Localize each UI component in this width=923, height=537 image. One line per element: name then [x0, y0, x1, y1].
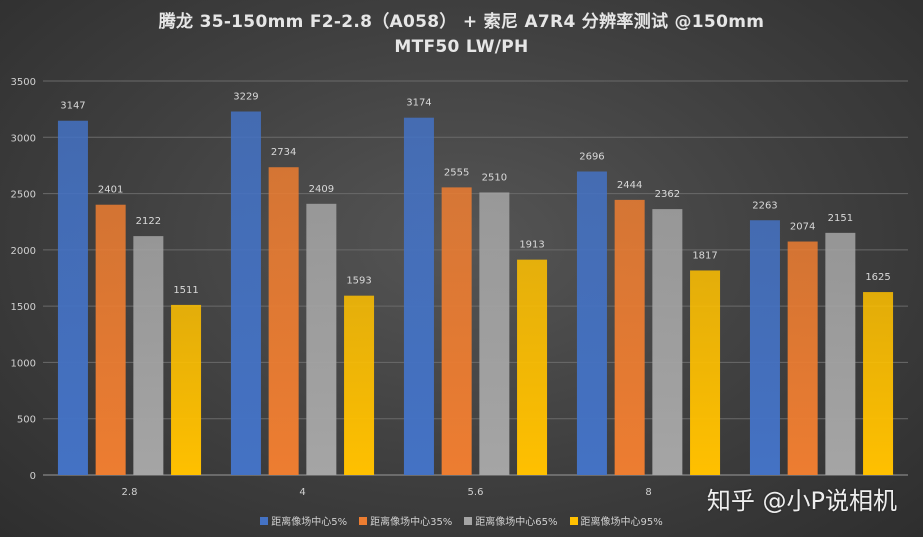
data-label: 2696: [579, 152, 604, 163]
legend-label: 距离像场中心65%: [475, 517, 558, 528]
y-tick-label: 500: [17, 415, 36, 426]
legend-swatch: [359, 516, 368, 525]
bar: [690, 270, 721, 475]
legend-swatch: [569, 516, 578, 525]
data-label: 2362: [655, 189, 680, 200]
x-tick-label: 2.8: [122, 487, 138, 498]
legend-item: 距离像场中心95%: [569, 513, 663, 528]
data-label: 2122: [136, 216, 161, 227]
bar: [441, 187, 472, 475]
data-label: 2555: [444, 167, 469, 178]
legend-item: 距离像场中心35%: [359, 513, 452, 528]
legend-item: 距离像场中心5%: [260, 513, 347, 528]
bar: [479, 192, 510, 475]
bar: [133, 236, 164, 475]
legend-swatch: [464, 516, 473, 525]
x-tick-label: 4: [299, 487, 305, 498]
bar: [576, 171, 607, 475]
bar: [863, 292, 894, 475]
bar: [749, 220, 780, 475]
y-tick-label: 1500: [11, 302, 36, 313]
chart-title: 腾龙 35-150mm F2-2.8（A058） + 索尼 A7R4 分辨率测试…: [0, 10, 923, 60]
legend-label: 距离像场中心5%: [271, 517, 348, 528]
x-tick-label: 8: [645, 487, 651, 498]
bar: [171, 304, 202, 475]
bar: [95, 204, 126, 475]
bar: [306, 203, 337, 475]
y-tick-label: 1000: [11, 358, 36, 369]
data-label: 1593: [346, 276, 371, 287]
bar: [230, 111, 261, 475]
data-label: 1625: [865, 272, 890, 283]
data-label: 2151: [828, 213, 853, 224]
legend-item: 距离像场中心65%: [464, 513, 558, 528]
chart-subtitle: MTF50 LW/PH: [394, 37, 529, 57]
data-label: 1511: [173, 285, 198, 296]
y-tick-label: 0: [30, 471, 36, 482]
chart-title-text: 腾龙 35-150mm F2-2.8（A058） + 索尼 A7R4 分辨率测试…: [158, 12, 765, 32]
data-label: 1817: [692, 250, 717, 261]
data-label: 3147: [60, 101, 85, 112]
legend-label: 距离像场中心35%: [370, 517, 453, 528]
x-tick-label: 5.6: [468, 487, 484, 498]
bar: [652, 209, 683, 475]
data-label: 3229: [233, 92, 258, 103]
data-label: 2263: [752, 200, 777, 211]
data-label: 2401: [98, 185, 123, 196]
bar: [268, 167, 299, 475]
y-tick-label: 3500: [11, 77, 36, 88]
data-label: 1913: [519, 240, 544, 251]
data-label: 2409: [309, 184, 334, 195]
bar: [825, 232, 856, 475]
chart-legend: 距离像场中心5% 距离像场中心35% 距离像场中心65% 距离像场中心95%: [0, 513, 923, 528]
bar: [787, 241, 818, 475]
watermark: 知乎 @小P说相机: [706, 487, 897, 515]
data-label: 2444: [617, 180, 642, 191]
bar: [403, 117, 434, 475]
data-label: 2510: [482, 172, 507, 183]
data-label: 3174: [406, 98, 431, 109]
y-tick-label: 2500: [11, 190, 36, 201]
y-tick-label: 3000: [11, 133, 36, 144]
bar: [57, 120, 88, 475]
data-label: 2074: [790, 222, 815, 233]
bar: [344, 295, 375, 475]
bar: [614, 199, 645, 475]
y-tick-label: 2000: [11, 246, 36, 257]
bar: [517, 259, 548, 475]
legend-swatch: [260, 516, 269, 525]
data-label: 2734: [271, 147, 296, 158]
legend-label: 距离像场中心95%: [580, 517, 663, 528]
